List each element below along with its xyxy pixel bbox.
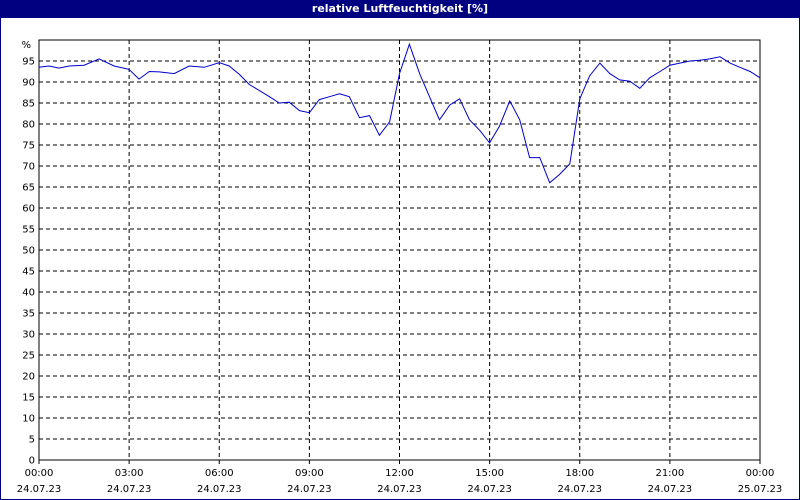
y-tick-label: 40 bbox=[22, 288, 35, 299]
x-tick-label-date: 24.07.23 bbox=[557, 484, 602, 495]
x-tick-label-time: 18:00 bbox=[565, 468, 594, 479]
y-tick-label: 70 bbox=[22, 162, 35, 173]
x-tick-label-time: 00:00 bbox=[25, 468, 54, 479]
x-tick-label-time: 21:00 bbox=[655, 468, 684, 479]
x-tick-label-date: 24.07.23 bbox=[197, 484, 242, 495]
x-tick-label-time: 00:00 bbox=[746, 468, 775, 479]
y-tick-label: 45 bbox=[22, 267, 35, 278]
x-tick-label-date: 24.07.23 bbox=[17, 484, 62, 495]
y-tick-label: 30 bbox=[22, 330, 35, 341]
x-tick-label-date: 24.07.23 bbox=[107, 484, 152, 495]
chart-title: relative Luftfeuchtigkeit [%] bbox=[0, 0, 800, 18]
y-tick-label: 0 bbox=[29, 456, 35, 467]
y-tick-label: 50 bbox=[22, 246, 35, 257]
x-tick-label-time: 03:00 bbox=[115, 468, 144, 479]
x-tick-label-time: 06:00 bbox=[205, 468, 234, 479]
x-tick-label-time: 09:00 bbox=[295, 468, 324, 479]
x-axis-ticks: 00:00 24.07.23 03:00 24.07.23 06:00 24.07.23 0… bbox=[17, 460, 783, 495]
y-tick-label: 20 bbox=[22, 372, 35, 383]
x-tick-label-time: 12:00 bbox=[385, 468, 414, 479]
y-tick-label: 55 bbox=[22, 225, 35, 236]
x-tick-label-date: 24.07.23 bbox=[648, 484, 693, 495]
x-tick-label-date: 24.07.23 bbox=[377, 484, 422, 495]
y-tick-label: 95 bbox=[22, 57, 35, 68]
y-tick-label: 15 bbox=[22, 393, 35, 404]
grid bbox=[39, 40, 760, 460]
y-tick-label: 35 bbox=[22, 309, 35, 320]
y-tick-label: 85 bbox=[22, 99, 35, 110]
x-tick-label-time: 15:00 bbox=[475, 468, 504, 479]
y-tick-label: 90 bbox=[22, 78, 35, 89]
y-tick-label: 25 bbox=[22, 351, 35, 362]
y-tick-label: 5 bbox=[29, 435, 35, 446]
y-tick-label: 10 bbox=[22, 414, 35, 425]
x-tick-label-date: 24.07.23 bbox=[467, 484, 512, 495]
x-tick-label-date: 25.07.23 bbox=[738, 484, 783, 495]
x-tick-label-date: 24.07.23 bbox=[287, 484, 332, 495]
y-axis-label: % bbox=[21, 40, 31, 51]
y-tick-label: 65 bbox=[22, 183, 35, 194]
y-tick-label: 75 bbox=[22, 141, 35, 152]
y-tick-label: 60 bbox=[22, 204, 35, 215]
y-tick-label: 80 bbox=[22, 120, 35, 131]
series-line-humidity bbox=[38, 42, 761, 184]
y-axis-ticks: 0 5 10 15 20 25 30 35 40 45 50 55 60 65 70 75 80 85 90 95 bbox=[22, 57, 35, 467]
